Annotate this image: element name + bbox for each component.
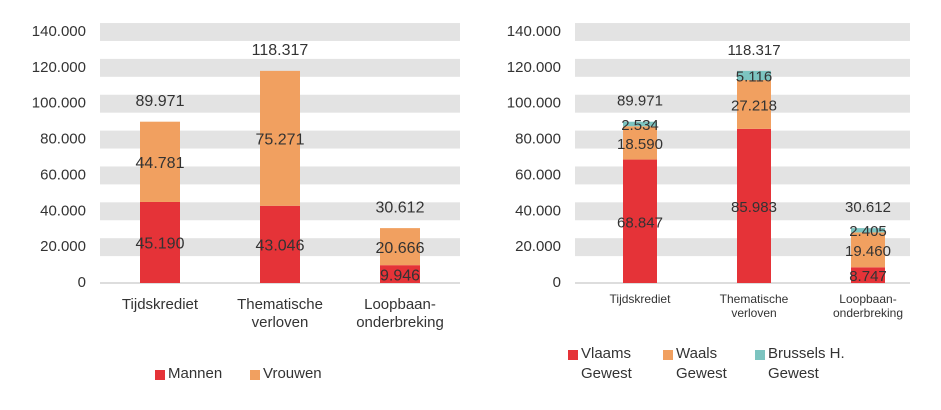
value-label: 68.847 xyxy=(617,214,663,231)
y-tick-label: 120.000 xyxy=(507,59,561,76)
y-tick-label: 80.000 xyxy=(40,131,86,148)
grid-band xyxy=(575,58,910,77)
value-label: 18.590 xyxy=(617,136,663,153)
total-label: 118.317 xyxy=(252,42,309,59)
value-label: 2.534 xyxy=(621,117,659,134)
bar-segment xyxy=(623,121,657,127)
grid-band xyxy=(100,58,460,77)
legend-swatch xyxy=(755,350,765,360)
legend-label: Waals Gewest xyxy=(676,345,727,383)
value-label: 75.271 xyxy=(256,132,305,149)
bar-segment xyxy=(260,70,300,206)
x-tick-label: Thematische verloven xyxy=(719,292,789,321)
value-label: 43.046 xyxy=(256,238,305,255)
bar-segment xyxy=(737,70,771,81)
y-tick-label: 100.000 xyxy=(32,95,86,112)
total-label: 118.317 xyxy=(727,42,780,59)
bar-segment xyxy=(380,265,420,283)
bar-segment xyxy=(140,201,180,283)
total-label: 30.612 xyxy=(845,199,891,216)
y-tick-label: 20.000 xyxy=(515,238,561,255)
value-label: 44.781 xyxy=(136,155,185,172)
total-label: 89.971 xyxy=(136,93,185,110)
y-tick-label: 80.000 xyxy=(515,131,561,148)
value-label: 85.983 xyxy=(731,199,777,216)
y-tick-label: 20.000 xyxy=(40,238,86,255)
y-tick-label: 0 xyxy=(78,274,86,291)
y-tick-label: 40.000 xyxy=(515,202,561,219)
bar-segment xyxy=(737,80,771,129)
y-tick-label: 0 xyxy=(553,274,561,291)
bar-segment xyxy=(623,126,657,160)
value-label: 20.666 xyxy=(376,240,425,257)
legend-label: Mannen xyxy=(168,365,223,382)
value-label: 45.190 xyxy=(136,236,185,253)
bar-segment xyxy=(380,228,420,266)
legend-swatch xyxy=(663,350,673,360)
x-tick-label: Tijdskrediet xyxy=(121,296,199,313)
bar-segment xyxy=(851,228,885,233)
bar-segment xyxy=(140,121,180,202)
legend-swatch xyxy=(250,370,260,380)
bar-segment xyxy=(737,128,771,283)
legend-swatch xyxy=(568,350,578,360)
value-label: 8.747 xyxy=(849,268,887,285)
y-tick-label: 100.000 xyxy=(507,95,561,112)
legend-label: Vrouwen xyxy=(263,365,322,382)
value-label: 9.946 xyxy=(380,267,420,284)
grid-band xyxy=(575,23,910,41)
x-tick-label: Loopbaan-onderbreking xyxy=(356,296,444,331)
value-label: 2.405 xyxy=(849,223,887,240)
value-label: 19.460 xyxy=(845,243,891,260)
bar-segment xyxy=(260,205,300,283)
legend-label: Vlaams Gewest xyxy=(581,345,632,383)
legend-swatch xyxy=(155,370,165,380)
legend-label: Brussels H. Gewest xyxy=(768,345,845,383)
value-label: 27.218 xyxy=(731,97,777,114)
total-label: 89.971 xyxy=(617,93,663,110)
y-tick-label: 40.000 xyxy=(40,202,86,219)
grid-band xyxy=(100,23,460,41)
x-tick-label: Thematische verloven xyxy=(237,296,323,331)
y-tick-label: 120.000 xyxy=(32,59,86,76)
bar-segment xyxy=(851,232,885,268)
x-tick-label: Tijdskrediet xyxy=(609,292,671,306)
value-label: 5.116 xyxy=(736,68,772,85)
y-tick-label: 60.000 xyxy=(515,166,561,183)
bar-segment xyxy=(851,267,885,283)
y-tick-label: 140.000 xyxy=(507,23,561,40)
bar-segment xyxy=(623,159,657,283)
total-label: 30.612 xyxy=(376,199,425,216)
x-tick-label: Loopbaan-onderbreking xyxy=(832,292,904,321)
y-tick-label: 60.000 xyxy=(40,166,86,183)
y-tick-label: 140.000 xyxy=(32,23,86,40)
